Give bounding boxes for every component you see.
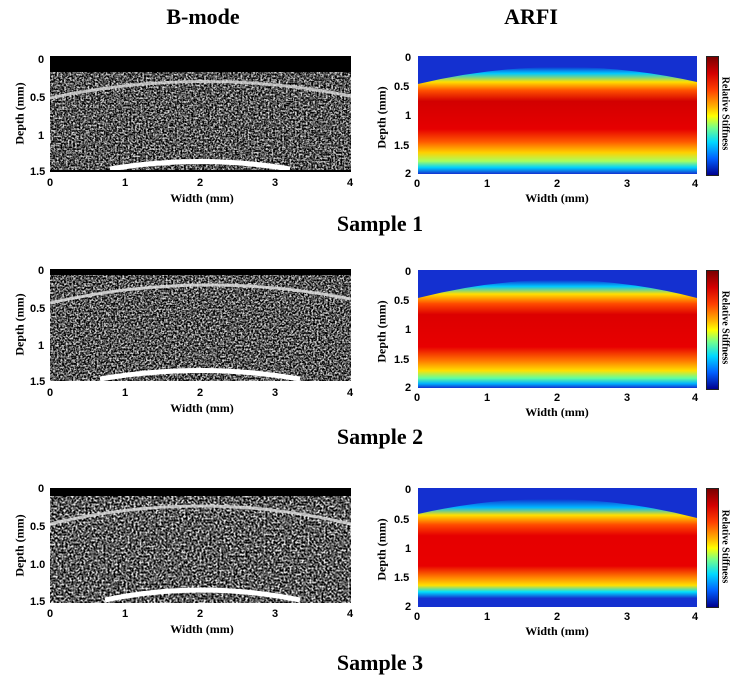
arfi3-ytick: 1 [405, 543, 412, 555]
arfi1-ytick: 1 [405, 110, 412, 122]
bmode2-xtick: 2 [197, 387, 204, 399]
arfi1-colorbar-label: Relative Stiffness [719, 76, 731, 151]
bmode3-xtick: 0 [47, 608, 54, 620]
sample-1-title: Sample 1 [336, 211, 424, 236]
arfi1-xtick: 1 [484, 178, 491, 190]
arfi2-xlabel: Width (mm) [525, 405, 589, 419]
arfi-map-1 [418, 56, 697, 174]
arfi-column-title: ARFI [504, 4, 558, 29]
bmode3-xtick: 4 [347, 608, 354, 620]
arfi2-xtick: 1 [484, 392, 491, 404]
bmode-column-title: B-mode [166, 4, 240, 29]
arfi1-colorbar [706, 56, 719, 176]
sample-2-title: Sample 2 [336, 424, 424, 449]
arfi-heatmap-2 [418, 270, 697, 388]
bmode2-xtick: 1 [122, 387, 129, 399]
bmode2-ytick: 0.5 [30, 303, 46, 315]
bmode3-ytick: 0 [38, 483, 45, 495]
bmode3-ytick: 1.5 [30, 596, 46, 608]
arfi2-ytick: 2 [405, 382, 412, 394]
arfi2-ytick: 0.5 [394, 295, 410, 307]
bmode1-xtick: 0 [47, 177, 54, 189]
arfi1-ytick: 1.5 [394, 140, 410, 152]
bmode2-ytick: 0 [38, 265, 45, 277]
arfi3-colorbar [706, 488, 719, 608]
arfi-heatmap-3 [418, 488, 697, 607]
sample-3-title: Sample 3 [336, 650, 424, 675]
arfi3-ytick: 0 [405, 484, 412, 496]
arfi2-ytick: 1 [405, 324, 412, 336]
arfi2-ylabel: Depth (mm) [374, 300, 389, 363]
bmode3-xtick: 1 [122, 608, 129, 620]
arfi3-xtick: 0 [414, 611, 421, 623]
bmode2-xlabel: Width (mm) [170, 401, 234, 415]
bmode-speckle-3 [50, 504, 351, 603]
bmode-image-3 [50, 488, 351, 603]
arfi2-ytick: 0 [405, 266, 412, 278]
arfi-map-3 [418, 488, 697, 607]
arfi1-xtick: 0 [414, 178, 421, 190]
bmode1-ytick: 0.5 [30, 92, 46, 104]
arfi3-ytick: 0.5 [394, 514, 410, 526]
bmode2-xtick: 0 [47, 387, 54, 399]
bmode1-xtick: 3 [272, 177, 279, 189]
arfi1-ylabel: Depth (mm) [374, 86, 389, 149]
bmode1-xlabel: Width (mm) [170, 191, 234, 205]
bmode2-ytick: 1 [38, 340, 45, 352]
bmode1-ytick: 1 [38, 130, 45, 142]
arfi2-colorbar [706, 270, 719, 390]
arfi3-xtick: 3 [624, 611, 631, 623]
arfi-heatmap-1 [418, 56, 697, 174]
arfi2-xtick: 3 [624, 392, 631, 404]
arfi1-ytick: 2 [405, 168, 412, 180]
bmode1-ytick: 0 [38, 54, 45, 66]
arfi3-ylabel: Depth (mm) [374, 518, 389, 581]
arfi1-xlabel: Width (mm) [525, 191, 589, 205]
arfi3-ytick: 2 [405, 601, 412, 613]
arfi2-xtick: 4 [692, 392, 699, 404]
arfi2-xtick: 2 [554, 392, 561, 404]
arfi3-xtick: 2 [554, 611, 561, 623]
arfi3-xtick: 4 [692, 611, 699, 623]
bmode-image-1 [50, 56, 351, 172]
bmode2-ylabel: Depth (mm) [12, 293, 27, 356]
arfi3-xlabel: Width (mm) [525, 624, 589, 638]
bmode3-xlabel: Width (mm) [170, 622, 234, 636]
bmode1-xtick: 4 [347, 177, 354, 189]
bmode3-ytick: 0.5 [30, 521, 46, 533]
bmode2-xtick: 3 [272, 387, 279, 399]
bmode2-ytick: 1.5 [30, 376, 46, 388]
arfi1-ytick: 0 [405, 52, 412, 64]
bmode-image-2 [50, 269, 351, 381]
arfi1-xtick: 2 [554, 178, 561, 190]
arfi1-xtick: 3 [624, 178, 631, 190]
arfi1-ytick: 0.5 [394, 81, 410, 93]
arfi-map-2 [418, 270, 697, 388]
bmode-speckle-2 [50, 283, 351, 381]
bmode1-ytick: 1.5 [30, 166, 46, 178]
bmode3-ytick: 1.0 [30, 559, 46, 571]
arfi1-xtick: 4 [692, 178, 699, 190]
arfi3-xtick: 1 [484, 611, 491, 623]
arfi2-xtick: 0 [414, 392, 421, 404]
bmode-speckle-1 [50, 80, 351, 172]
bmode1-xtick: 1 [122, 177, 129, 189]
arfi2-colorbar-label: Relative Stiffness [719, 290, 731, 365]
bmode1-ylabel: Depth (mm) [12, 82, 27, 145]
arfi2-ytick: 1.5 [394, 354, 410, 366]
bmode2-xtick: 4 [347, 387, 354, 399]
arfi3-ytick: 1.5 [394, 572, 410, 584]
bmode3-ylabel: Depth (mm) [12, 514, 27, 577]
arfi3-colorbar-label: Relative Stiffness [719, 509, 731, 584]
bmode3-xtick: 2 [197, 608, 204, 620]
bmode1-xtick: 2 [197, 177, 204, 189]
bmode3-xtick: 3 [272, 608, 279, 620]
